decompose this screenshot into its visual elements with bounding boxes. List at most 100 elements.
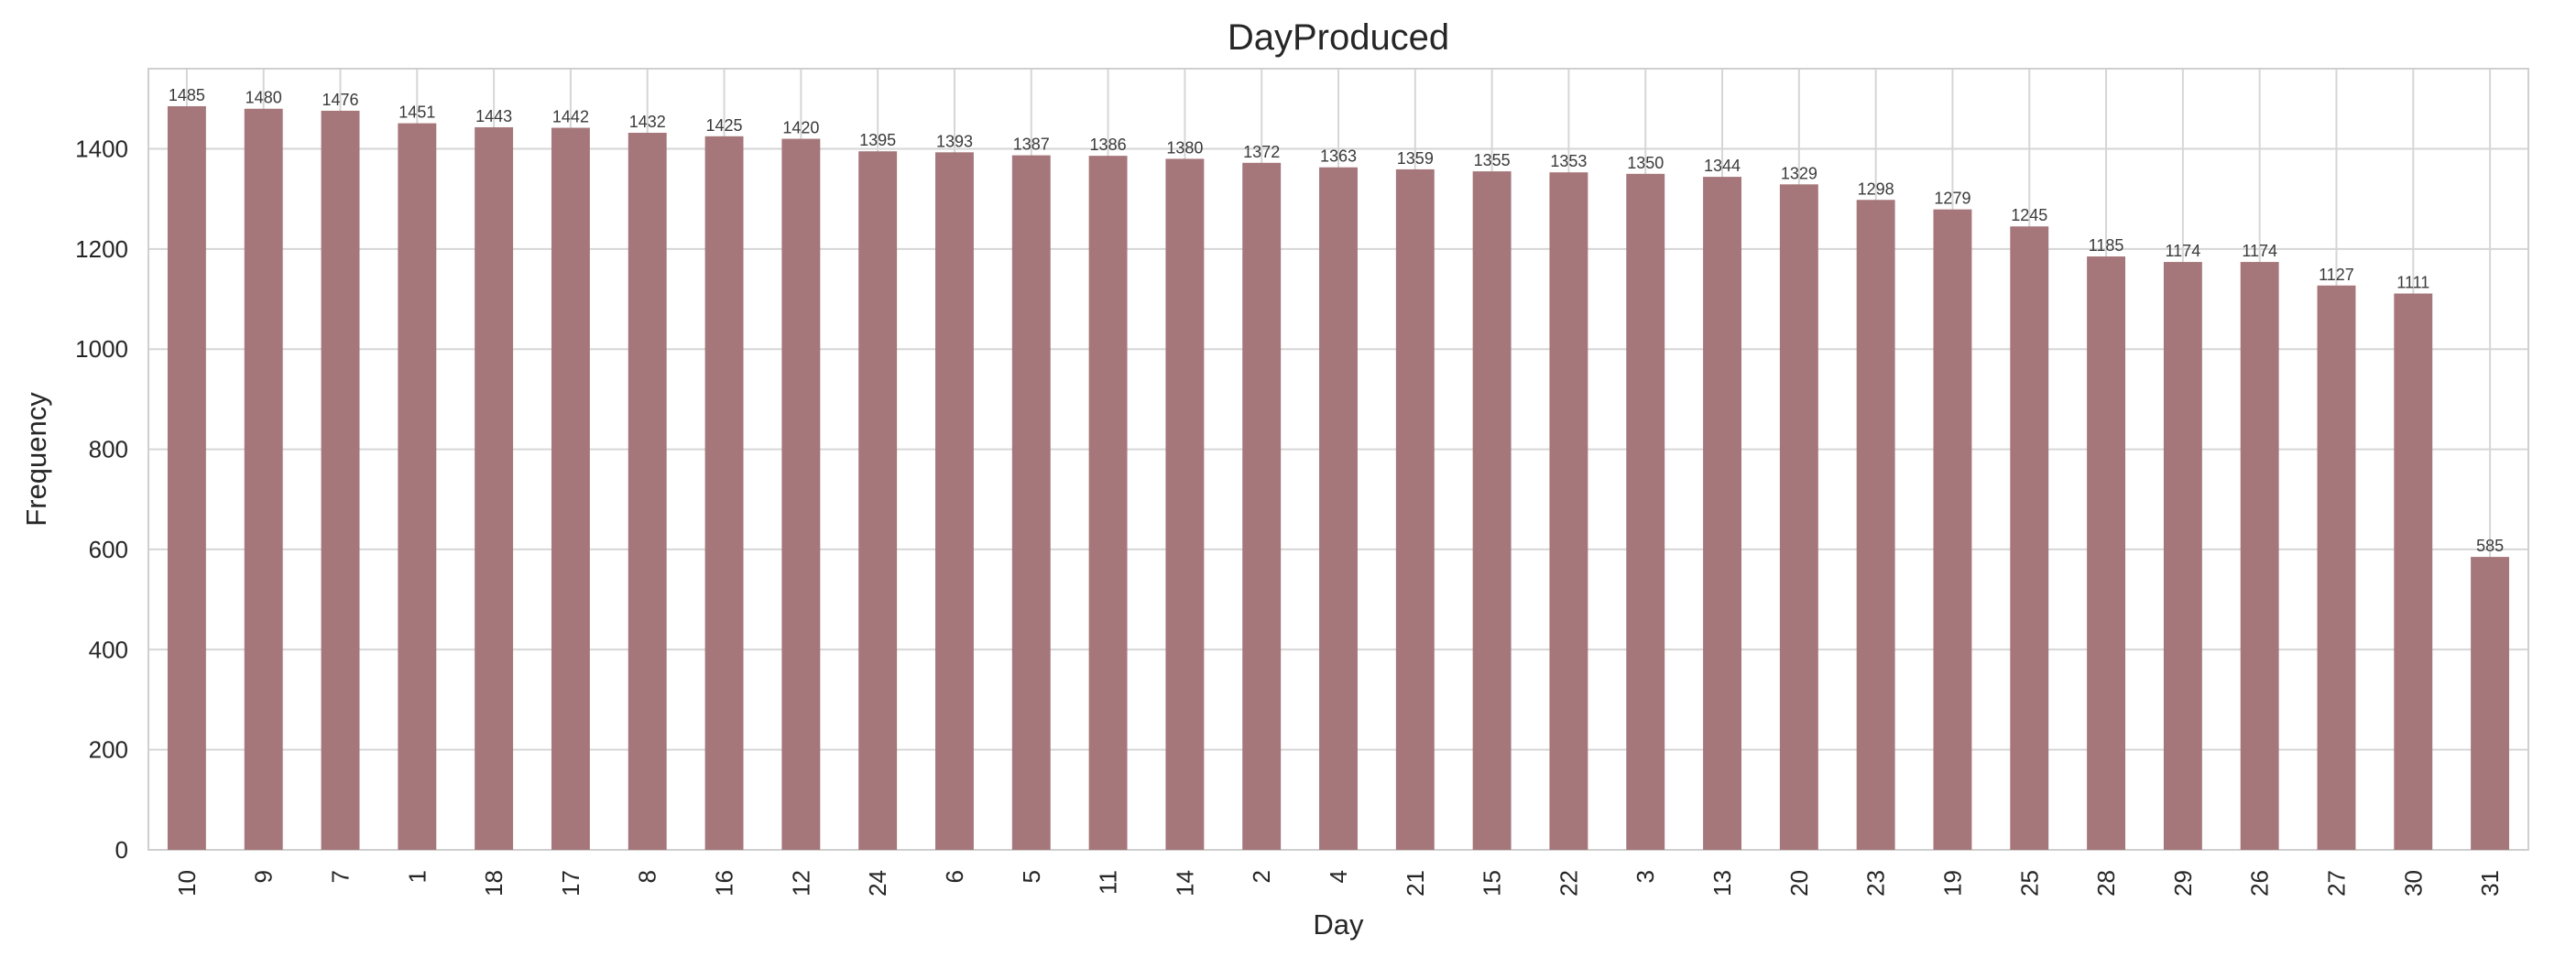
x-tick-label: 19 xyxy=(1938,870,1966,897)
x-tick-label: 2 xyxy=(1248,870,1275,883)
x-tick-label: 1 xyxy=(403,870,431,883)
bar-value-label: 1432 xyxy=(629,113,666,131)
x-tick-label: 24 xyxy=(864,870,891,897)
x-tick-label: 16 xyxy=(711,870,738,897)
bar-value-label: 1344 xyxy=(1704,157,1741,175)
bar-value-label: 585 xyxy=(2476,537,2504,555)
bar xyxy=(704,136,744,850)
bar xyxy=(1088,156,1128,850)
bar xyxy=(475,126,514,851)
bar xyxy=(167,106,206,850)
bar xyxy=(781,138,821,851)
bar-value-label: 1174 xyxy=(2166,242,2201,260)
bar-value-label: 1485 xyxy=(169,86,205,104)
y-tick-label: 0 xyxy=(115,836,128,864)
x-axis-ticks: 10 9 7 1 18 17 8 16 12 24 6 5 11 14 2 4 21 15 22 3 13 20 23 19 2… xyxy=(173,870,2504,897)
bar xyxy=(398,123,437,850)
x-tick-label: 22 xyxy=(1555,870,1582,897)
bar xyxy=(551,127,590,850)
x-tick-label: 4 xyxy=(1325,870,1352,883)
x-tick-label: 3 xyxy=(1632,870,1659,883)
x-tick-label: 7 xyxy=(327,870,355,883)
bar-value-label: 1425 xyxy=(706,116,743,135)
data-labels: 1485 1480 1476 1451 1443 1442 1432 1425 1420 1395… xyxy=(169,86,2504,555)
x-tick-label: 28 xyxy=(2092,870,2120,897)
bar-value-label: 1363 xyxy=(1320,147,1357,166)
y-tick-label: 800 xyxy=(89,436,128,463)
y-tick-label: 200 xyxy=(89,736,128,764)
x-tick-label: 6 xyxy=(941,870,968,883)
x-tick-label: 18 xyxy=(480,870,508,897)
bar xyxy=(628,132,667,850)
bar-value-label: 1127 xyxy=(2319,266,2354,284)
x-tick-label: 30 xyxy=(2399,870,2427,897)
bar xyxy=(2240,262,2279,850)
bar xyxy=(1703,177,1741,851)
bar xyxy=(2317,285,2356,850)
bar-value-label: 1350 xyxy=(1627,154,1664,172)
x-tick-label: 27 xyxy=(2322,870,2350,897)
bar xyxy=(2394,293,2433,851)
bar xyxy=(1319,167,1358,851)
y-tick-label: 1200 xyxy=(75,235,128,263)
bar xyxy=(1395,169,1435,850)
bar-value-label: 1393 xyxy=(936,132,973,150)
bar xyxy=(244,108,283,850)
bar-value-label: 1353 xyxy=(1550,152,1587,170)
x-tick-label: 25 xyxy=(2015,870,2043,897)
bar-value-label: 1355 xyxy=(1474,151,1511,169)
bar xyxy=(1011,155,1051,850)
x-tick-label: 13 xyxy=(1708,870,1736,897)
bar-value-label: 1476 xyxy=(322,91,358,109)
bar-value-label: 1245 xyxy=(2011,206,2047,224)
bar-value-label: 1329 xyxy=(1781,164,1817,182)
x-tick-label: 20 xyxy=(1785,870,1813,897)
bar-value-label: 1386 xyxy=(1090,136,1127,154)
bar-value-label: 1480 xyxy=(246,89,282,107)
chart-title: DayProduced xyxy=(1228,17,1449,58)
x-tick-label: 17 xyxy=(557,870,584,897)
bar-value-label: 1359 xyxy=(1397,149,1434,168)
bar xyxy=(1165,158,1205,850)
bar-value-label: 1395 xyxy=(859,131,896,149)
bar xyxy=(321,110,360,850)
bar xyxy=(1626,173,1665,851)
bar-value-label: 1451 xyxy=(398,103,435,122)
x-tick-label: 9 xyxy=(250,870,278,883)
bar xyxy=(1856,200,1895,850)
bar xyxy=(1779,184,1818,850)
bar-value-label: 1443 xyxy=(475,107,512,125)
bar xyxy=(2163,262,2202,850)
bar-value-label: 1372 xyxy=(1243,143,1280,161)
bar-value-label: 1279 xyxy=(1934,190,1970,208)
bar xyxy=(935,152,974,850)
x-tick-label: 10 xyxy=(173,870,201,897)
bar xyxy=(2010,226,2049,851)
x-tick-label: 14 xyxy=(1171,870,1198,897)
x-tick-label: 15 xyxy=(1479,870,1506,897)
bar-value-label: 1387 xyxy=(1013,136,1050,154)
y-tick-label: 400 xyxy=(89,636,128,663)
x-axis-label: Day xyxy=(1313,908,1364,941)
bar xyxy=(1242,162,1282,851)
bar xyxy=(2087,256,2126,850)
bar-value-label: 1420 xyxy=(782,119,819,137)
bar-value-label: 1442 xyxy=(552,108,589,126)
bar xyxy=(1549,172,1588,851)
y-tick-label: 1400 xyxy=(75,135,128,162)
bar-value-label: 1380 xyxy=(1166,138,1203,157)
x-tick-label: 26 xyxy=(2246,870,2274,897)
x-tick-label: 11 xyxy=(1095,870,1122,895)
y-axis-label: Frequency xyxy=(20,392,52,527)
y-axis-ticks: 0 200 400 600 800 1000 1200 1400 xyxy=(75,135,128,864)
bar xyxy=(2471,557,2510,850)
x-tick-label: 23 xyxy=(1862,870,1890,897)
bar-value-label: 1185 xyxy=(2089,236,2124,255)
x-tick-label: 8 xyxy=(634,870,661,883)
bars xyxy=(167,106,2510,851)
x-tick-label: 31 xyxy=(2476,870,2504,897)
x-tick-label: 5 xyxy=(1018,870,1045,883)
x-tick-label: 12 xyxy=(787,870,814,897)
